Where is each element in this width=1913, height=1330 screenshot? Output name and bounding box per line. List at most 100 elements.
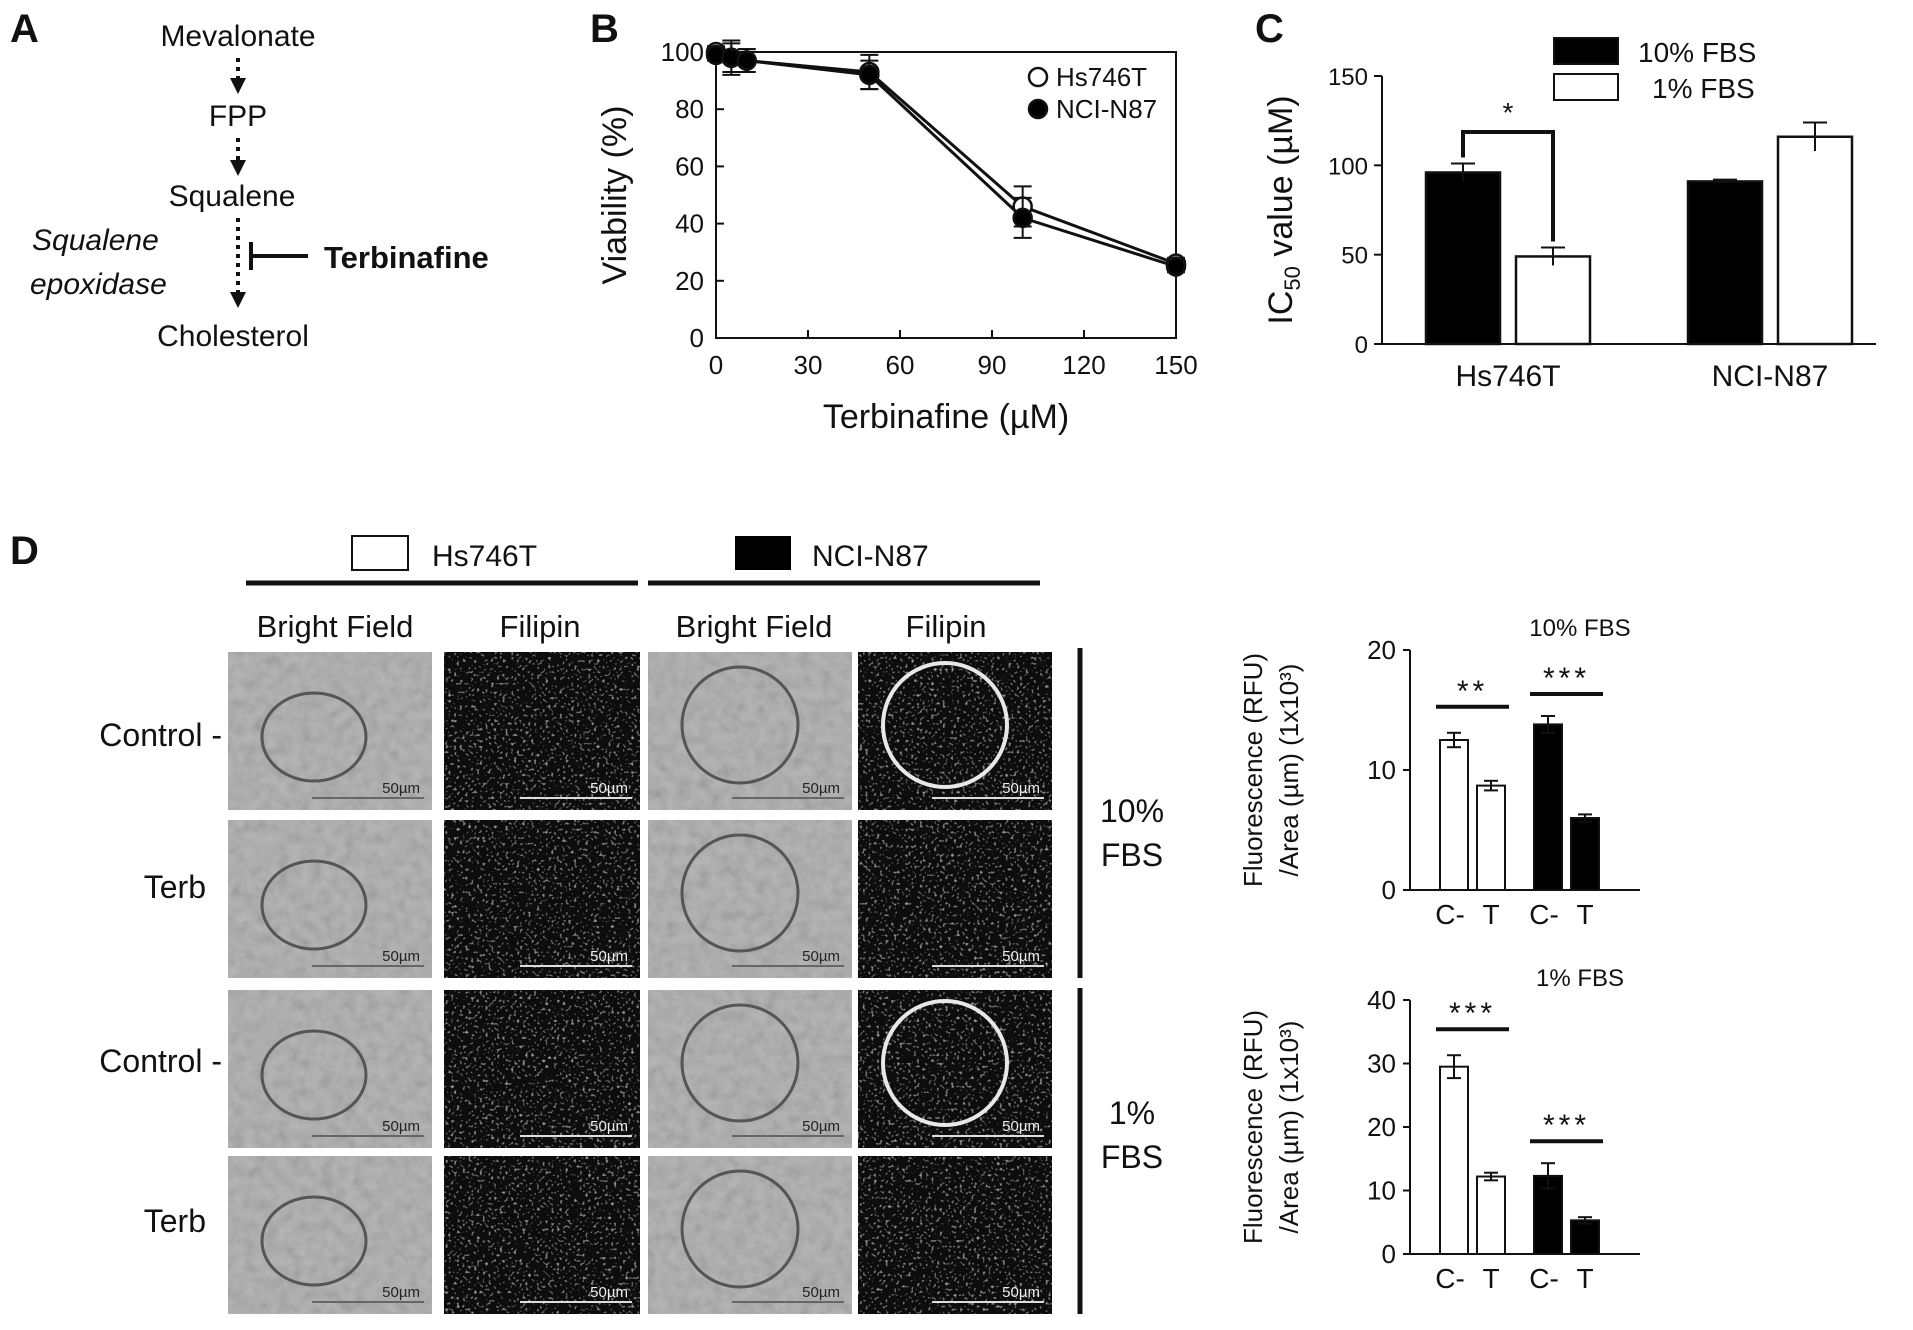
column-header-filipin-2: Filipin	[906, 609, 987, 644]
micrograph-r2-c4	[858, 820, 1052, 978]
bar-nci-n87-1	[1776, 135, 1854, 346]
category-label-1: T	[1482, 899, 1499, 930]
data-point-nci-n87	[859, 64, 880, 86]
chart-title: 10% FBS	[1529, 615, 1630, 642]
enzyme-label-line2: epoxidase	[30, 268, 167, 301]
group-label-nci-n87: NCI-N87	[812, 540, 929, 573]
scale-bar-label: 50µm	[802, 1284, 840, 1301]
y-tick-label: 0	[1382, 1239, 1396, 1269]
micrograph-grid: 50µm 50µm 50µm 50µm 50µm 50µm 50µm 50µm 50µm 50µm…	[228, 652, 1052, 1314]
bar-hs746t-0	[1424, 171, 1502, 346]
y-tick-label: 10	[1367, 755, 1396, 785]
scale-bar-label: 50µm	[802, 948, 840, 965]
legend-swatch-0	[1553, 37, 1619, 65]
micrograph-r3-c2	[444, 990, 640, 1148]
pathway-node-cholesterol: Cholesterol	[157, 320, 309, 353]
bar-1	[1476, 784, 1506, 891]
enzyme-label-line1: Squalene	[32, 224, 159, 257]
micrograph-r4-c2	[444, 1156, 640, 1314]
y-tick-label: 30	[1367, 1049, 1396, 1079]
x-tick-label: 120	[1062, 350, 1105, 380]
legend-label-1: 1% FBS	[1652, 73, 1755, 104]
scale-bar-label: 50µm	[802, 1118, 840, 1135]
row-label-control-10: Control -	[99, 717, 222, 753]
scale-bar-label: 50µm	[382, 780, 420, 797]
legend-swatch-nci-n87	[735, 536, 791, 570]
cell-outline	[260, 1195, 368, 1287]
chart-b-viability: 0 30 60 90 120 150 0 20 40 60 80 100 Terbinafine (µM…	[596, 37, 1198, 436]
micrograph-r2-c2	[444, 820, 640, 978]
scale-bar-label: 50µm	[590, 1284, 628, 1301]
bar-3	[1570, 1219, 1600, 1255]
x-tick-label: 150	[1154, 350, 1197, 380]
significance-marker-0: **	[1457, 675, 1488, 708]
y-tick-label: 20	[675, 266, 704, 296]
row-label-terb-1: Terb	[144, 1203, 206, 1239]
significance-marker-1: ***	[1543, 1109, 1590, 1142]
y-tick-label: 40	[1367, 985, 1396, 1015]
y-tick-label: 0	[1355, 332, 1368, 359]
bar-1	[1476, 1175, 1506, 1256]
scale-bar-label: 50µm	[590, 1118, 628, 1135]
cell-outline	[881, 999, 1009, 1127]
y-axis-title: Viability (%)	[596, 106, 634, 285]
bar-0	[1439, 1065, 1469, 1256]
condition-label-1-line1: 1%	[1109, 1095, 1155, 1131]
cell-outline	[881, 661, 1009, 789]
legend-label-nci-n87: NCI-N87	[1056, 94, 1157, 124]
cell-outline	[260, 859, 368, 951]
scale-bar-label: 50µm	[590, 948, 628, 965]
significance-bracket	[1461, 130, 1555, 242]
bar-3	[1570, 817, 1600, 891]
cell-outline	[680, 1003, 800, 1123]
bar-2	[1533, 723, 1563, 892]
panel-label-c: C	[1255, 7, 1284, 51]
inhibitor-label: Terbinafine	[324, 240, 489, 275]
micrograph-r4-c4	[858, 1156, 1052, 1314]
y-tick-label: 60	[675, 151, 704, 181]
cell-outline	[260, 691, 368, 783]
legend-label-0: 10% FBS	[1638, 37, 1756, 68]
row-label-control-1: Control -	[99, 1043, 222, 1079]
column-header-filipin-1: Filipin	[500, 609, 581, 644]
bar-hs746t-1	[1514, 255, 1592, 346]
y-tick-label: 80	[675, 94, 704, 124]
y-tick-label: 20	[1367, 635, 1396, 665]
y-axis-title-line2: /Area (µm) (1x10³)	[1274, 664, 1304, 877]
scale-bar-label: 50µm	[382, 948, 420, 965]
panel-c: C 0 50 100 150 IC50 value (µM) Hs746T NCI-N87 *…	[1255, 7, 1876, 393]
category-label-hs746t: Hs746T	[1455, 360, 1560, 393]
panel-label-d: D	[10, 529, 39, 573]
significance-marker-0: ***	[1449, 997, 1496, 1030]
y-tick-label: 100	[661, 37, 704, 67]
scale-bar-label: 50µm	[1002, 780, 1040, 797]
condition-label-10-line1: 10%	[1100, 793, 1164, 829]
y-axis-title: IC50 value (µM)	[1262, 95, 1305, 324]
panel-a: A Mevalonate FPP Squalene Squalene epoxi…	[10, 7, 489, 353]
category-label-0: C-	[1435, 1263, 1465, 1294]
data-point-nci-n87	[1165, 256, 1187, 277]
category-label-1: T	[1482, 1263, 1499, 1294]
column-header-bright-field-1: Bright Field	[257, 609, 414, 644]
column-header-bright-field-2: Bright Field	[676, 609, 833, 644]
x-tick-label: 30	[794, 350, 823, 380]
micrograph-r1-c2	[444, 652, 640, 810]
condition-label-1-line2: FBS	[1101, 1139, 1163, 1175]
cell-outline	[680, 665, 800, 785]
y-tick-label: 40	[675, 209, 704, 239]
scale-bar-label: 50µm	[382, 1118, 420, 1135]
x-tick-label: 90	[978, 350, 1007, 380]
data-point-nci-n87	[1012, 207, 1033, 229]
y-tick-label: 150	[1328, 64, 1368, 91]
legend-swatch-1	[1553, 73, 1619, 101]
legend-label-hs746t: Hs746T	[1056, 62, 1147, 92]
scale-bar-label: 50µm	[1002, 1284, 1040, 1301]
x-tick-label: 60	[886, 350, 915, 380]
scale-bar-label: 50µm	[590, 780, 628, 797]
x-tick-label: 0	[709, 350, 723, 380]
legend-marker-nci-n87	[1027, 98, 1049, 120]
cell-outline	[680, 1169, 800, 1289]
y-tick-label: 0	[1382, 875, 1396, 905]
significance-marker: *	[1503, 97, 1514, 128]
